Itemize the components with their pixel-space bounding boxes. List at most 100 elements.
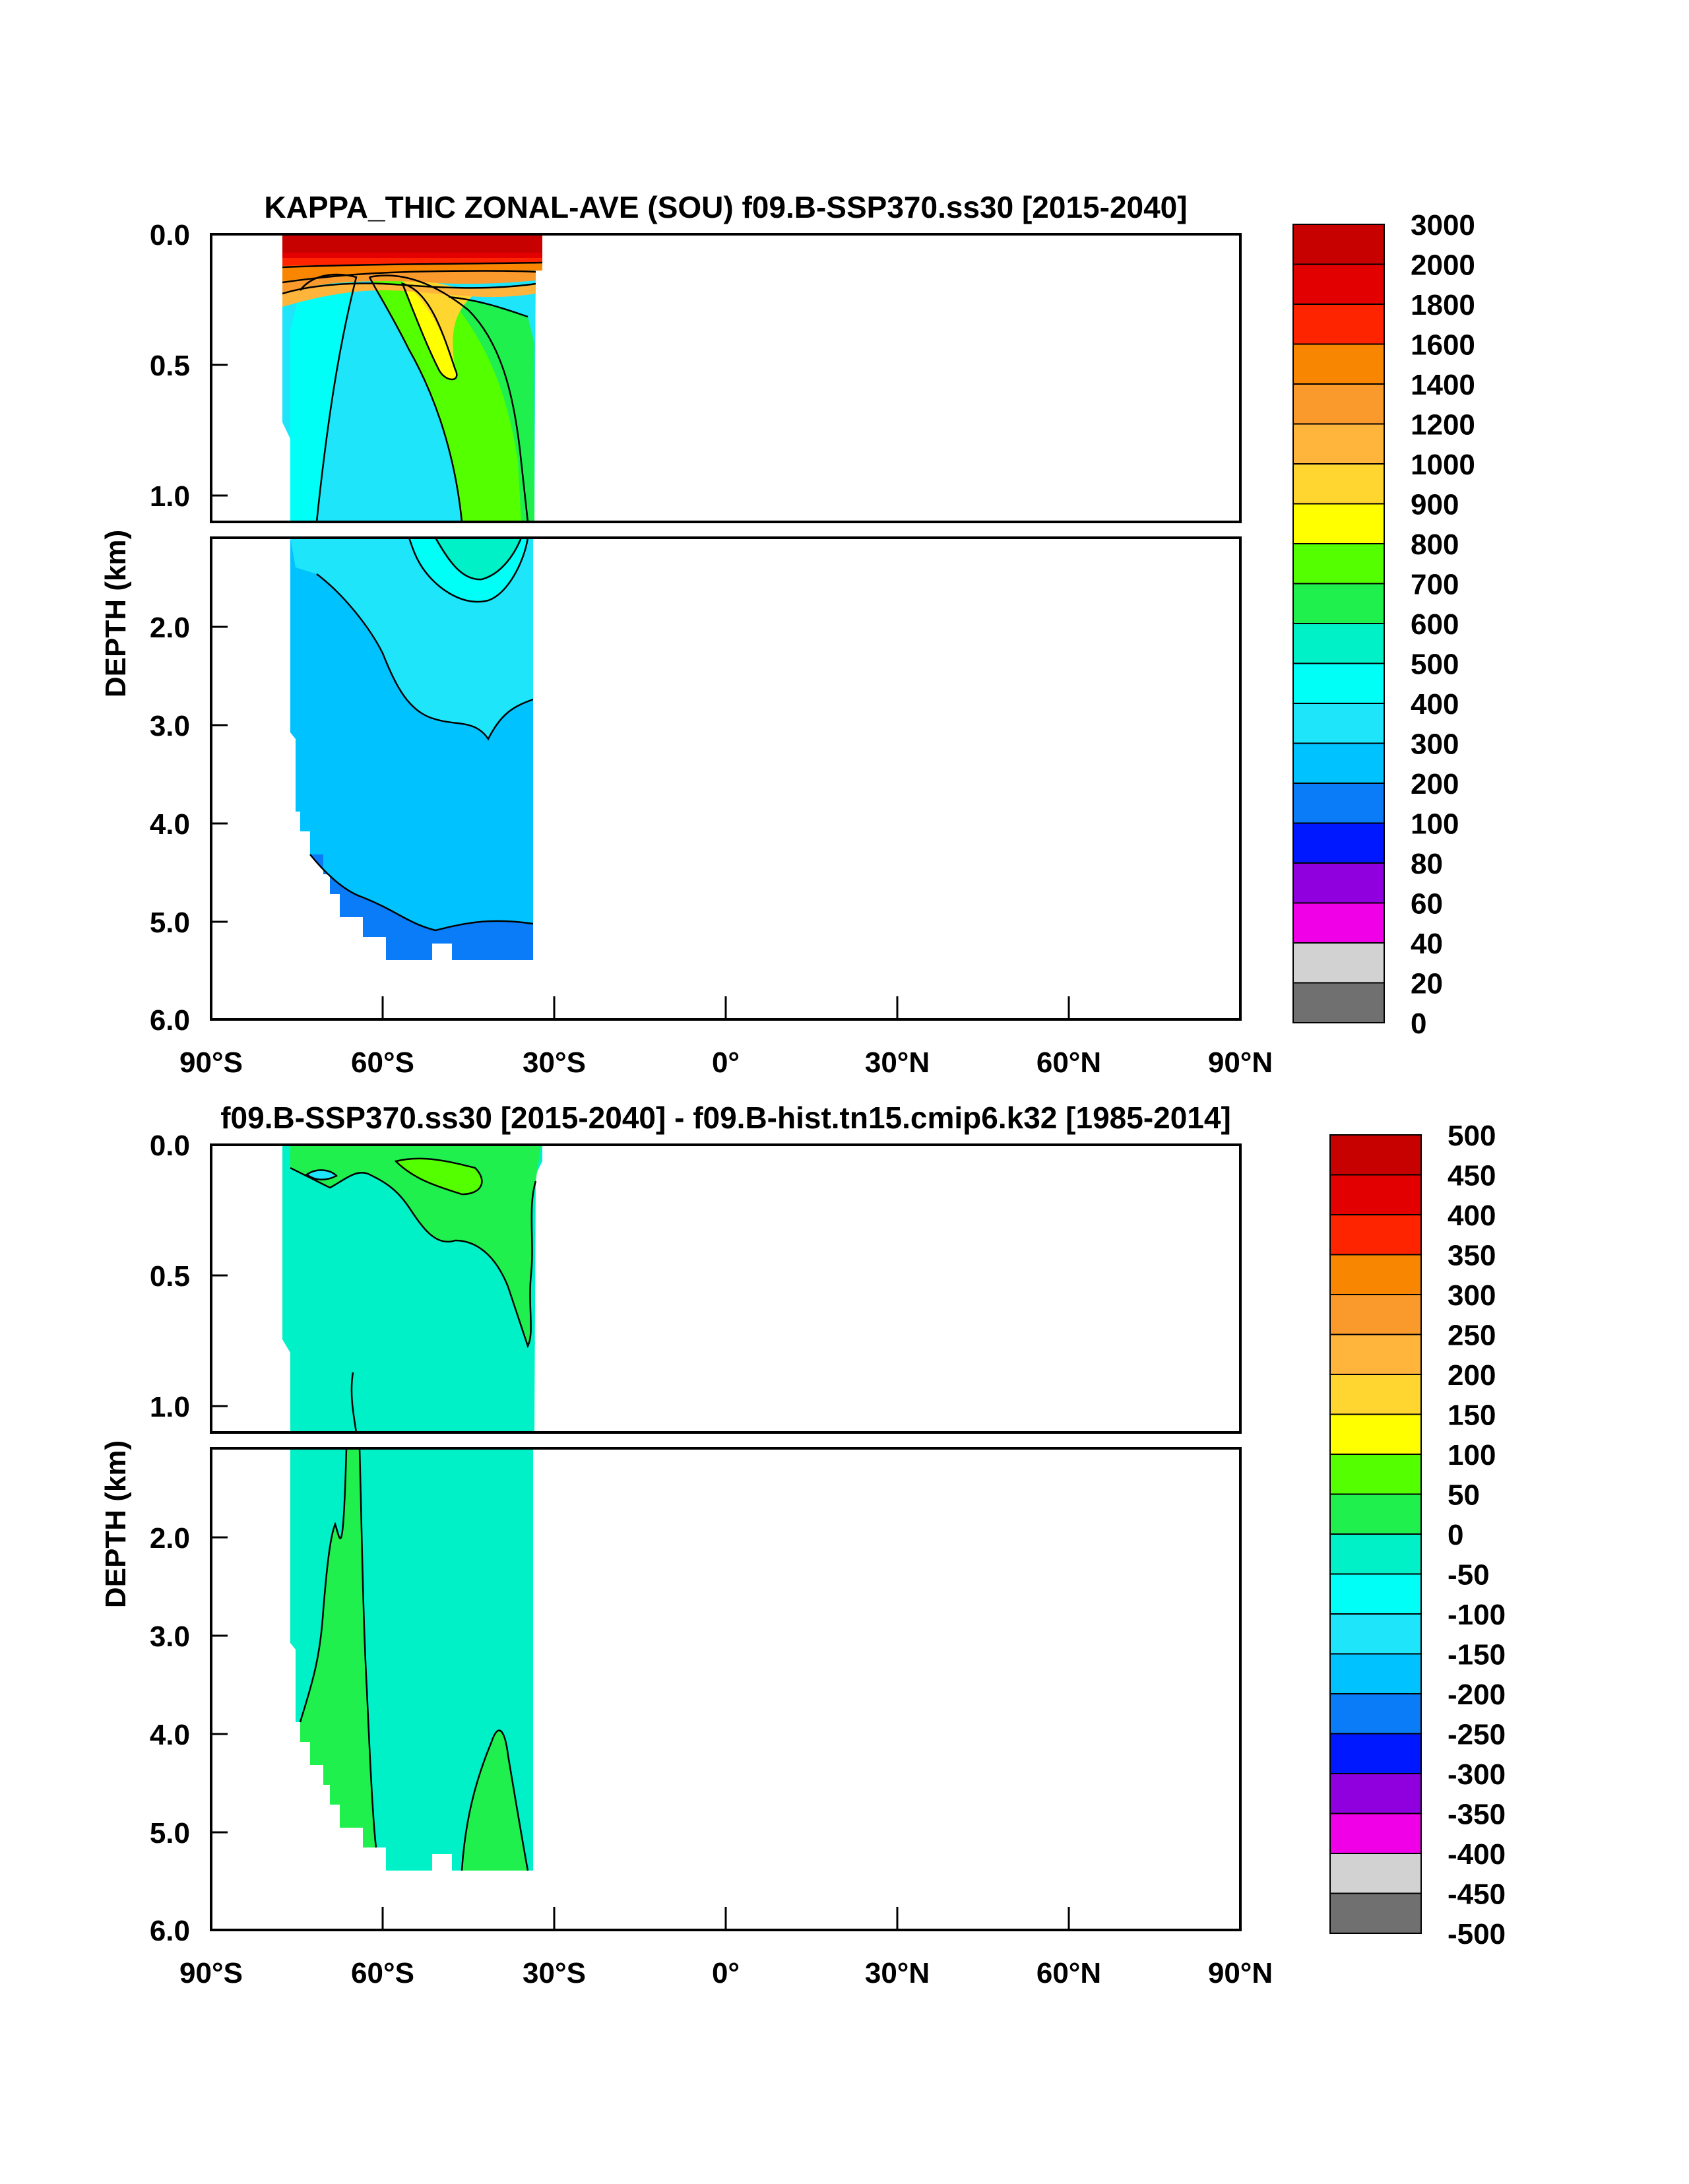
colorbar-label: 2000 (1411, 249, 1475, 282)
colorbar-label: -250 (1448, 1719, 1506, 1751)
colorbar-label: 400 (1411, 688, 1459, 721)
colorbar-swatch (1329, 1533, 1422, 1575)
x-tick-label: 90°S (179, 1957, 243, 1989)
colorbar-swatch (1292, 902, 1385, 944)
colorbar-label: 3000 (1411, 209, 1475, 241)
y-tick-label: 4.0 (150, 808, 190, 841)
x-tick-label: 30°S (523, 1957, 586, 1989)
y-tick-label: 0.5 (150, 1260, 190, 1293)
panel-1-frame-upper (210, 233, 1242, 523)
colorbar-label: 1400 (1411, 369, 1475, 401)
panel-1-x-ticks (381, 996, 1070, 1019)
colorbar-swatch (1329, 1254, 1422, 1295)
panel-1-title: KAPPA_THIC ZONAL-AVE (SOU) f09.B-SSP370.… (264, 190, 1187, 224)
colorbar-swatch (1329, 1733, 1422, 1774)
colorbar-label: -200 (1448, 1679, 1506, 1711)
y-tick-label: 2.0 (150, 1522, 190, 1555)
x-tick-label: 30°N (865, 1046, 930, 1079)
colorbar-swatch (1292, 503, 1385, 544)
panel-1-contours-upper (282, 261, 543, 522)
x-tick-label: 60°S (351, 1957, 414, 1989)
colorbar-swatch (1292, 703, 1385, 744)
panel-1-contours-lower (309, 538, 534, 932)
colorbar-label: -450 (1448, 1879, 1506, 1911)
x-tick-label: 90°N (1208, 1957, 1273, 1989)
colorbar-swatch (1292, 224, 1385, 265)
colorbar-label: 300 (1448, 1279, 1496, 1312)
y-tick-label: 6.0 (150, 1915, 190, 1947)
x-tick-label: 30°N (865, 1957, 930, 1989)
x-tick-label: 0° (712, 1957, 740, 1989)
colorbar-label: 80 (1411, 848, 1443, 880)
colorbar-label: 150 (1448, 1399, 1496, 1432)
colorbar-swatch (1292, 383, 1385, 425)
colorbar-swatch (1329, 1653, 1422, 1694)
x-tick-label: 30°S (523, 1046, 586, 1079)
colorbar-label: 1600 (1411, 329, 1475, 362)
colorbar-swatch (1292, 304, 1385, 345)
colorbar-label: 800 (1411, 529, 1459, 561)
colorbar-swatch (1329, 1853, 1422, 1894)
colorbar-label: 400 (1448, 1200, 1496, 1232)
y-tick-label: 0.5 (150, 350, 190, 382)
y-tick-label: 5.0 (150, 907, 190, 939)
x-tick-label: 0° (712, 1046, 740, 1079)
y-tick-label: 1.0 (150, 1391, 190, 1423)
colorbar-label: 60 (1411, 888, 1443, 920)
y-tick-label: 1.0 (150, 480, 190, 513)
colorbar-label: -50 (1448, 1559, 1490, 1591)
colorbar-label: 250 (1448, 1320, 1496, 1352)
colorbar-label: 500 (1411, 649, 1459, 681)
x-tick-label: 90°S (179, 1046, 243, 1079)
colorbar-swatch (1292, 942, 1385, 984)
panel-1: KAPPA_THIC ZONAL-AVE (SOU) f09.B-SSP370.… (100, 190, 1475, 1079)
y-tick-label: 0.0 (150, 219, 190, 251)
panel-1-y-axis: 0.0 0.5 1.0 2.0 3.0 4.0 5.0 6.0 (150, 219, 228, 1037)
panel-1-x-axis: 90°S 60°S 30°S 0° 30°N 60°N 90°N (179, 1046, 1273, 1079)
colorbar-swatch (1292, 742, 1385, 784)
colorbar-swatch (1329, 1693, 1422, 1735)
colorbar-label: -350 (1448, 1799, 1506, 1831)
colorbar-label: 600 (1411, 608, 1459, 641)
colorbar-label: 1000 (1411, 449, 1475, 481)
colorbar-swatch (1329, 1613, 1422, 1655)
panel-2-contours-lower (299, 1448, 529, 1871)
colorbar-label: -400 (1448, 1838, 1506, 1871)
colorbar-swatch (1292, 822, 1385, 864)
x-tick-label: 60°N (1036, 1957, 1101, 1989)
colorbar-swatch (1329, 1333, 1422, 1375)
colorbar-label: 200 (1411, 768, 1459, 800)
colorbar-swatch (1329, 1892, 1422, 1934)
panel-1-y-label: DEPTH (km) (100, 530, 132, 697)
colorbar-label: 1800 (1411, 289, 1475, 321)
colorbar-swatch (1292, 583, 1385, 624)
colorbar-label: 1200 (1411, 409, 1475, 441)
y-tick-label: 5.0 (150, 1817, 190, 1849)
colorbar-swatch (1292, 263, 1385, 305)
colorbar-label: -100 (1448, 1599, 1506, 1631)
colorbar-label: -150 (1448, 1639, 1506, 1671)
colorbar-label: 200 (1448, 1359, 1496, 1392)
y-tick-label: 3.0 (150, 1621, 190, 1653)
panel-2-x-axis: 90°S 60°S 30°S 0° 30°N 60°N 90°N (179, 1957, 1273, 1989)
y-tick-label: 4.0 (150, 1719, 190, 1751)
colorbar-swatch (1292, 543, 1385, 585)
y-tick-label: 0.0 (150, 1130, 190, 1162)
panel-2-y-axis: 0.0 0.5 1.0 2.0 3.0 4.0 5.0 6.0 (150, 1130, 228, 1947)
colorbar-label: 40 (1411, 928, 1443, 960)
colorbar-swatch (1329, 1493, 1422, 1535)
panel-2-field-lower (290, 1448, 533, 1871)
colorbar-swatch (1292, 463, 1385, 505)
colorbar-swatch (1329, 1294, 1422, 1335)
colorbar-label: 900 (1411, 489, 1459, 521)
colorbar-label: 700 (1411, 569, 1459, 601)
colorbar-swatch (1329, 1174, 1422, 1215)
panel-1-colorbar: 3000200018001600140012001000900800700600… (1292, 209, 1475, 1040)
colorbar-label: 50 (1448, 1479, 1480, 1512)
colorbar-swatch (1329, 1214, 1422, 1256)
colorbar-label: 0 (1411, 1008, 1426, 1040)
panel-2-colorbar: 500450400350300250200150100500-50-100-15… (1329, 1120, 1506, 1950)
colorbar-label: 500 (1448, 1120, 1496, 1152)
x-tick-label: 90°N (1208, 1046, 1273, 1079)
